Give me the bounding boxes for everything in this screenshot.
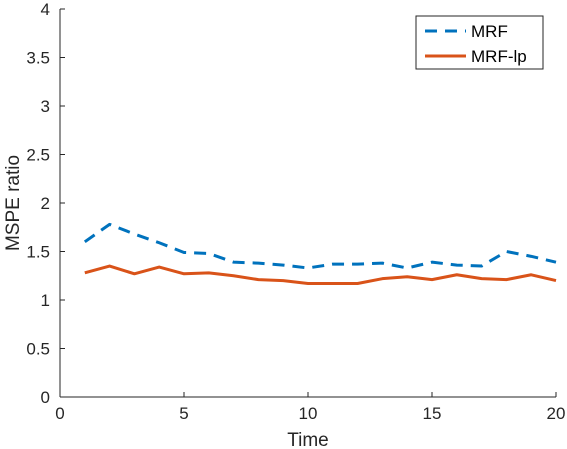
y-tick-label: 2.5	[26, 146, 50, 165]
series-layer	[83, 222, 557, 286]
plot-background	[60, 9, 556, 397]
y-tick-label: 0	[41, 388, 50, 407]
plot-area	[60, 9, 556, 397]
y-tick-label: 1.5	[26, 243, 50, 262]
x-tick-label: 5	[179, 404, 188, 423]
x-tick-label: 10	[299, 404, 318, 423]
y-ticks: 0 0.5 1 1.5 2 2.5 3 3.5 4	[26, 0, 65, 407]
legend-label-mrf-lp: MRF-lp	[471, 47, 527, 66]
y-tick-label: 3.5	[26, 49, 50, 68]
y-tick-label: 3	[41, 97, 50, 116]
x-tick-label: 15	[423, 404, 442, 423]
x-axis-title: Time	[287, 430, 329, 449]
y-tick-label: 2	[41, 194, 50, 213]
y-axis-title: MSPE ratio	[3, 155, 24, 251]
y-tick-label: 1	[41, 291, 50, 310]
legend-box	[415, 15, 544, 70]
legend: MRF MRF-lp	[415, 15, 544, 70]
legend-label-mrf: MRF	[471, 22, 508, 41]
y-tick-label: 0.5	[26, 340, 50, 359]
series-line-mrf-lp	[84, 264, 557, 286]
x-tick-label: 20	[547, 404, 566, 423]
x-ticks: 0 5 10 15 20	[55, 392, 565, 423]
y-tick-label: 4	[41, 0, 50, 19]
x-tick-label: 0	[55, 404, 64, 423]
series-line-mrf	[83, 222, 557, 270]
